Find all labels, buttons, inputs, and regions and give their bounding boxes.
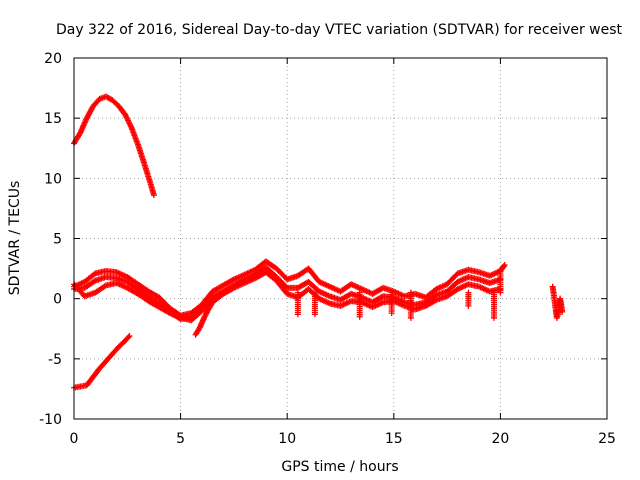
data-point [432, 297, 439, 304]
data-point [150, 192, 157, 199]
data-point [209, 299, 216, 306]
series-segment-22.5-23 [549, 283, 566, 321]
data-point [126, 332, 133, 339]
y-tick-label: 0 [53, 292, 62, 308]
chart-title: Day 322 of 2016, Sidereal Day-to-day VTE… [56, 22, 623, 38]
y-tick-label: -5 [48, 352, 62, 368]
data-point [311, 311, 318, 318]
series-arc-high [71, 93, 157, 199]
x-tick-label: 10 [278, 431, 296, 447]
x-tick-label: 5 [176, 431, 185, 447]
y-axis-label: SDTVAR / TECUs [7, 181, 23, 296]
y-tick-label: 5 [53, 232, 62, 248]
data-point [101, 283, 108, 290]
y-tick-label: 10 [44, 171, 62, 187]
x-tick-label: 25 [598, 431, 616, 447]
x-tick-label: 15 [385, 431, 403, 447]
series-spikes [294, 266, 504, 321]
series-dip-5.5-6.5 [192, 299, 216, 338]
y-tick-label: -10 [39, 412, 62, 428]
data-point [125, 334, 132, 341]
data-point [294, 311, 301, 318]
y-tick-label: 15 [44, 111, 62, 127]
data-point [388, 310, 395, 317]
data-point [491, 314, 498, 321]
data-point [501, 261, 508, 268]
grid-lines [74, 58, 607, 419]
x-tick-label: 20 [491, 431, 509, 447]
series-band-a [71, 258, 508, 319]
data-point [497, 266, 504, 273]
x-axis-label: GPS time / hours [281, 459, 398, 475]
data-point [500, 263, 507, 270]
data-point [559, 308, 566, 315]
data-point [356, 313, 363, 320]
y-tick-label: 20 [44, 51, 62, 67]
axis-ticks: 0 5 10 15 20 25 -10 -5 0 5 10 15 20 [39, 51, 616, 447]
data-point [465, 302, 472, 309]
x-tick-label: 0 [70, 431, 79, 447]
data-point [407, 314, 414, 321]
